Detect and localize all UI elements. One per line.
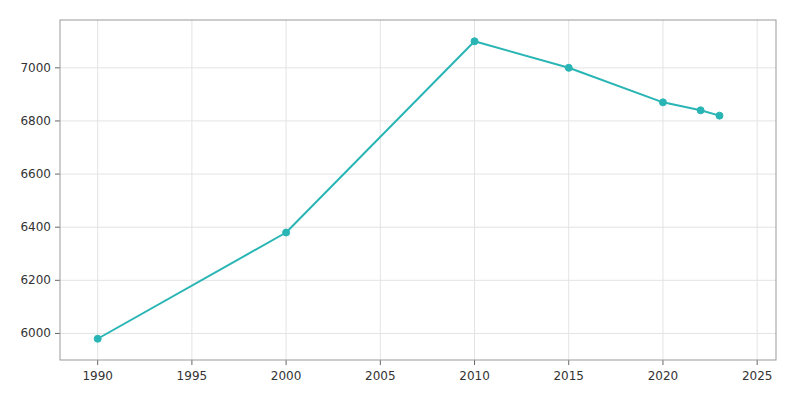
axes: 1990 1995 2000 2005 2010 2015 2020 2025 6000 6200… bbox=[20, 20, 776, 383]
chart: 1990 1995 2000 2005 2010 2015 2020 2025 6000 6200… bbox=[0, 0, 800, 400]
x-grid-line bbox=[380, 20, 381, 360]
y-tick bbox=[55, 280, 60, 281]
point bbox=[565, 64, 572, 71]
plot-frame bbox=[60, 20, 776, 360]
point bbox=[659, 99, 666, 106]
x-grid-line bbox=[97, 20, 98, 360]
y-tick bbox=[55, 120, 60, 121]
x-tick bbox=[191, 360, 192, 365]
x-tick-label: 2025 bbox=[742, 369, 773, 383]
line bbox=[98, 41, 720, 339]
x-tick bbox=[97, 360, 98, 365]
x-tick-label: 1990 bbox=[82, 369, 113, 383]
y-tick-label: 6200 bbox=[20, 273, 51, 287]
x-tick bbox=[757, 360, 758, 365]
x-grid-line bbox=[474, 20, 475, 360]
y-tick-label: 6800 bbox=[20, 114, 51, 128]
point bbox=[716, 112, 723, 119]
x-tick bbox=[662, 360, 663, 365]
y-tick-label: 6400 bbox=[20, 220, 51, 234]
x-tick-label: 2010 bbox=[459, 369, 490, 383]
y-grid-line bbox=[60, 174, 776, 175]
y-grid-line bbox=[60, 67, 776, 68]
point bbox=[94, 335, 101, 342]
x-tick bbox=[380, 360, 381, 365]
y-tick-label: 6600 bbox=[20, 167, 51, 181]
x-tick-label: 2000 bbox=[271, 369, 302, 383]
y-grid-line bbox=[60, 333, 776, 334]
x-tick bbox=[474, 360, 475, 365]
y-grid-line bbox=[60, 227, 776, 228]
x-tick-label: 2005 bbox=[365, 369, 396, 383]
point bbox=[697, 107, 704, 114]
point bbox=[283, 229, 290, 236]
y-tick bbox=[55, 227, 60, 228]
y-tick-label: 7000 bbox=[20, 61, 51, 75]
y-tick-label: 6000 bbox=[20, 326, 51, 340]
x-tick-label: 2020 bbox=[648, 369, 679, 383]
chart-container: 1990 1995 2000 2005 2010 2015 2020 2025 6000 6200… bbox=[0, 0, 800, 400]
grid bbox=[60, 20, 776, 360]
y-tick bbox=[55, 174, 60, 175]
x-tick bbox=[286, 360, 287, 365]
y-grid-line bbox=[60, 280, 776, 281]
x-tick bbox=[568, 360, 569, 365]
x-grid-line bbox=[286, 20, 287, 360]
x-tick-label: 1995 bbox=[177, 369, 208, 383]
point bbox=[471, 38, 478, 45]
y-grid-line bbox=[60, 120, 776, 121]
x-grid-line bbox=[757, 20, 758, 360]
page: {"chart_data": {"type": "line", "x": [19… bbox=[0, 0, 800, 400]
x-grid-line bbox=[662, 20, 663, 360]
x-grid-line bbox=[191, 20, 192, 360]
y-tick bbox=[55, 333, 60, 334]
x-tick-label: 2015 bbox=[553, 369, 584, 383]
series bbox=[94, 38, 723, 343]
y-tick bbox=[55, 67, 60, 68]
